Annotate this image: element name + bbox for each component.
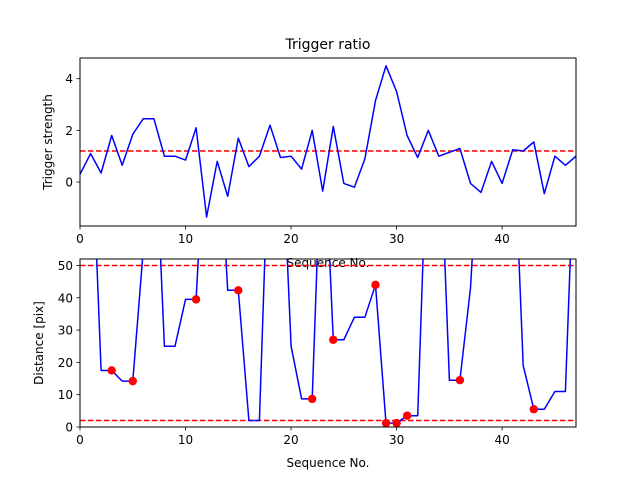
data-point	[107, 366, 116, 375]
y-tick-label: 30	[58, 324, 73, 338]
y-tick-label: 2	[65, 124, 73, 138]
y-tick-label: 0	[65, 176, 73, 190]
data-point	[392, 418, 401, 427]
trigger-ratio-subplot: Trigger ratio Trigger strength 0 10 20 30 40…	[41, 37, 577, 270]
x-tick-label: 30	[389, 433, 404, 447]
y-axis-label: Distance [pix]	[32, 301, 46, 385]
x-axis-label: Sequence No.	[287, 456, 370, 470]
data-point	[455, 375, 465, 385]
data-point	[371, 280, 380, 290]
x-axis-label: Sequence No.	[287, 256, 370, 270]
y-tick-label: 20	[58, 356, 73, 370]
data-point	[402, 411, 412, 420]
y-tick-label: 40	[58, 291, 73, 305]
x-tick-label: 0	[76, 433, 84, 447]
x-tick-label: 20	[283, 232, 298, 246]
x-tick-label: 40	[494, 232, 509, 246]
x-tick-label: 10	[178, 232, 193, 246]
data-point	[128, 376, 137, 386]
x-tick-label: 30	[389, 232, 404, 246]
data-point	[191, 295, 201, 304]
y-tick-label: 10	[58, 388, 73, 402]
data-point	[529, 405, 538, 414]
plot-area	[80, 259, 576, 427]
data-point	[234, 286, 243, 295]
chart-title: Trigger ratio	[284, 37, 370, 53]
distance-subplot: Distance [pix] Sequence No. 0 10 20 30 40 0 10…	[32, 258, 577, 470]
series-line	[80, 65, 576, 218]
x-tick-label: 10	[178, 433, 193, 447]
series-line	[95, 259, 572, 424]
data-point	[307, 394, 317, 404]
axes-frame	[79, 57, 577, 227]
y-tick-label: 0	[65, 421, 73, 435]
data-point	[329, 335, 338, 344]
axes-frame	[79, 258, 577, 428]
y-axis-label: Trigger strength	[41, 94, 55, 191]
data-point	[381, 418, 391, 427]
y-tick-label: 4	[65, 72, 73, 86]
plot-area	[80, 65, 576, 218]
x-tick-label: 0	[76, 232, 84, 246]
y-tick-label: 50	[58, 259, 73, 273]
x-tick-label: 40	[494, 433, 509, 447]
x-tick-label: 20	[283, 433, 298, 447]
